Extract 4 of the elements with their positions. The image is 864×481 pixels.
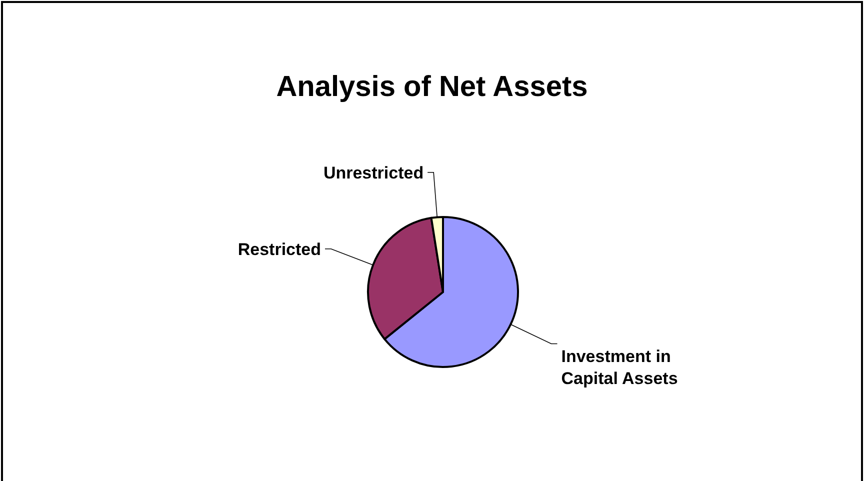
chart-title: Analysis of Net Assets [276, 71, 588, 103]
slice-label: Restricted [238, 240, 322, 259]
slice-label: Unrestricted [323, 163, 424, 182]
slice-label: Investment in Capital Assets [561, 346, 678, 388]
